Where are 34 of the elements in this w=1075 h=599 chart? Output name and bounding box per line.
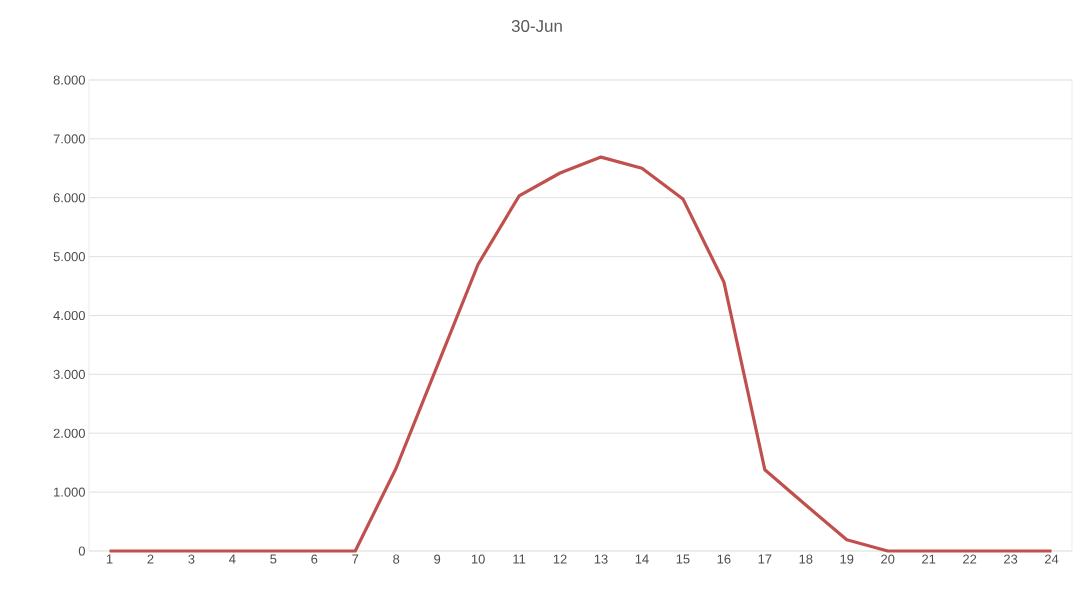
y-tick-label: 3.000	[53, 369, 85, 379]
y-tick-label: 0	[78, 546, 85, 556]
x-tick-label: 16	[717, 554, 731, 564]
x-tick-label: 14	[635, 554, 649, 564]
x-tick-label: 1	[106, 554, 113, 564]
x-tick-label: 18	[799, 554, 813, 564]
x-tick-label: 8	[393, 554, 400, 564]
y-tick-label: 6.000	[53, 193, 85, 203]
x-tick-label: 13	[594, 554, 608, 564]
x-tick-label: 24	[1044, 554, 1059, 564]
y-tick-label: 8.000	[53, 75, 85, 85]
x-tick-label: 20	[881, 554, 895, 564]
chart-title: 30-Jun	[511, 19, 562, 32]
x-tick-label: 4	[229, 554, 236, 564]
x-tick-label: 3	[188, 554, 195, 564]
y-tick-label: 7.000	[53, 134, 85, 144]
x-tick-label: 6	[311, 554, 318, 564]
x-tick-label: 9	[434, 554, 441, 564]
x-tick-label: 23	[1004, 554, 1018, 564]
x-tick-label: 12	[553, 554, 567, 564]
x-tick-label: 21	[922, 554, 936, 564]
x-tick-label: 5	[270, 554, 277, 564]
x-tick-label: 15	[676, 554, 690, 564]
y-tick-label: 2.000	[53, 428, 85, 438]
y-tick-label: 5.000	[53, 252, 85, 262]
x-tick-label: 17	[758, 554, 772, 564]
x-tick-label: 22	[963, 554, 977, 564]
x-tick-label: 19	[840, 554, 854, 564]
y-tick-label: 1.000	[54, 487, 85, 497]
x-tick-label: 2	[147, 554, 154, 564]
y-tick-label: 4.000	[53, 310, 85, 321]
x-tick-label: 11	[513, 554, 526, 564]
x-tick-label: 7	[352, 554, 359, 564]
x-tick-label: 10	[471, 554, 485, 564]
